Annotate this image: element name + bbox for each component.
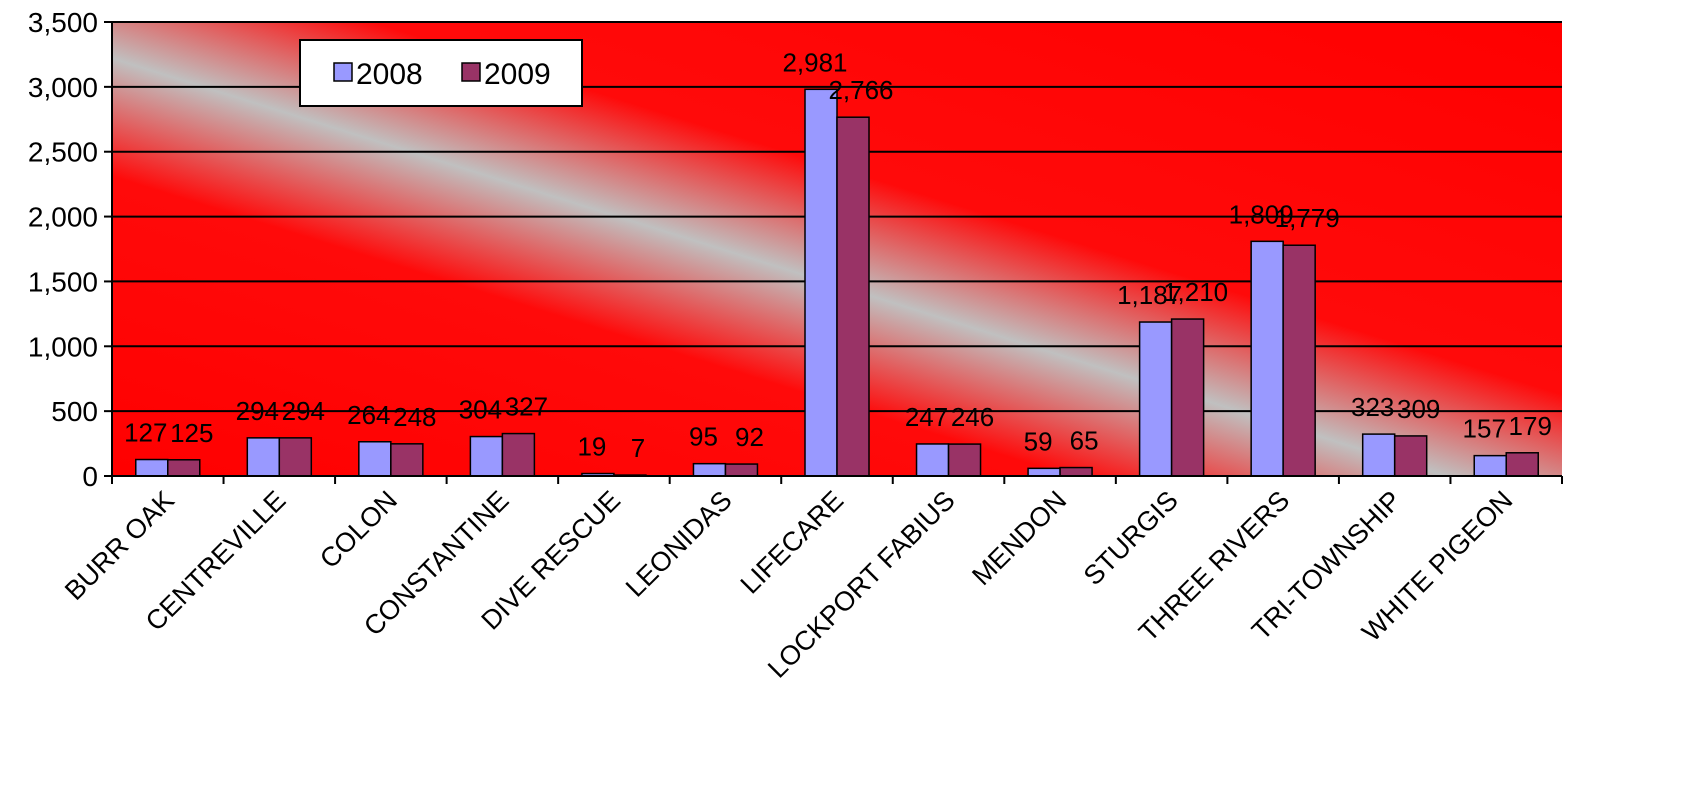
bars (135, 88, 1539, 477)
y-tick-label: 500 (51, 396, 98, 427)
bar-2009-tri-township (1393, 435, 1428, 477)
data-label-2009: 246 (951, 402, 994, 432)
bar-2008-lifecare (804, 88, 838, 477)
bar-2009-constantine (501, 432, 536, 477)
data-label-2009: 65 (1070, 426, 1099, 456)
data-label-2008: 157 (1463, 414, 1506, 444)
data-label-2008: 2,981 (782, 47, 847, 77)
data-label-2009: 179 (1509, 411, 1552, 441)
bar-2009-burr-oak (167, 459, 201, 477)
category-label: STURGIS (1078, 485, 1184, 591)
data-label-2008: 1,809 (1229, 199, 1294, 229)
bar-2008-leonidas (692, 462, 727, 477)
y-tick-label: 3,500 (28, 7, 98, 38)
data-label-2008: 323 (1351, 392, 1394, 422)
y-tick-label: 2,500 (28, 137, 98, 168)
legend-label-2009: 2009 (484, 58, 551, 91)
data-label-2009: 327 (505, 392, 548, 422)
bar-2009-leonidas (724, 463, 759, 477)
bar-2009-centreville (278, 437, 313, 477)
data-label-2009: 294 (282, 396, 325, 426)
legend-label-2008: 2008 (356, 58, 423, 91)
y-tick-label: 0 (82, 461, 98, 492)
data-label-2008: 264 (347, 400, 390, 430)
data-label-2009: 2,766 (828, 75, 893, 105)
y-tick-label: 2,000 (28, 202, 98, 233)
bar-2008-white-pigeon (1473, 454, 1507, 477)
bar-2009-sturgis (1170, 318, 1205, 477)
bar-2008-mendon (1027, 467, 1061, 477)
category-label: LIFECARE (735, 485, 850, 600)
data-label-2009: 309 (1397, 394, 1440, 424)
category-label: BURR OAK (59, 485, 180, 606)
data-labels: 127 125 294 294 264 248 304 327 19 7 95 92 2,9812,76… (124, 47, 1552, 463)
legend-swatch-2009 (461, 62, 481, 82)
data-label-2008: 1,187 (1117, 280, 1182, 310)
data-label-2009: 125 (170, 418, 213, 448)
data-label-2009: 92 (735, 422, 764, 452)
data-label-2008: 304 (459, 395, 502, 425)
data-label-2009: 7 (631, 433, 645, 463)
bar-2008-sturgis (1138, 321, 1173, 477)
y-axis-tick-labels: 0 500 1,000 1,500 2,000 2,500 3,000 3,500 (28, 7, 98, 492)
data-label-2009: 1,210 (1163, 277, 1228, 307)
data-label-2008: 19 (577, 432, 606, 462)
category-label: MENDON (966, 485, 1072, 591)
bar-2009-three-rivers (1282, 244, 1316, 477)
legend: 2008 2009 (299, 39, 583, 107)
data-label-2009: 248 (393, 402, 436, 432)
bar-2008-constantine (469, 435, 504, 477)
bar-2008-colon (358, 441, 392, 477)
bar-2008-lockport-fabius (915, 443, 950, 477)
y-tick-label: 1,500 (28, 266, 98, 297)
bar-2009-lifecare (836, 116, 870, 477)
bar-2008-tri-township (1361, 433, 1396, 477)
bar-2008-three-rivers (1250, 240, 1284, 477)
bar-2009-white-pigeon (1505, 452, 1539, 477)
category-label: LOCKPORT FABIUS (762, 485, 961, 684)
y-tick-label: 3,000 (28, 72, 98, 103)
bar-2008-burr-oak (135, 458, 169, 477)
data-label-2008: 95 (689, 422, 718, 452)
bar-2009-colon (390, 443, 424, 477)
axes (104, 21, 1563, 484)
legend-swatch-2008 (333, 62, 353, 82)
data-label-2008: 247 (905, 402, 948, 432)
bar-2009-lockport-fabius (947, 443, 982, 477)
data-label-2008: 127 (124, 418, 167, 448)
bar-2008-centreville (246, 437, 281, 477)
category-label: LEONIDAS (620, 485, 738, 603)
data-label-2008: 59 (1024, 426, 1053, 456)
data-label-2009: 1,779 (1275, 203, 1340, 233)
category-label: COLON (314, 485, 403, 574)
y-tick-label: 1,000 (28, 331, 98, 362)
data-label-2008: 294 (236, 396, 279, 426)
bar-2009-mendon (1059, 466, 1093, 477)
